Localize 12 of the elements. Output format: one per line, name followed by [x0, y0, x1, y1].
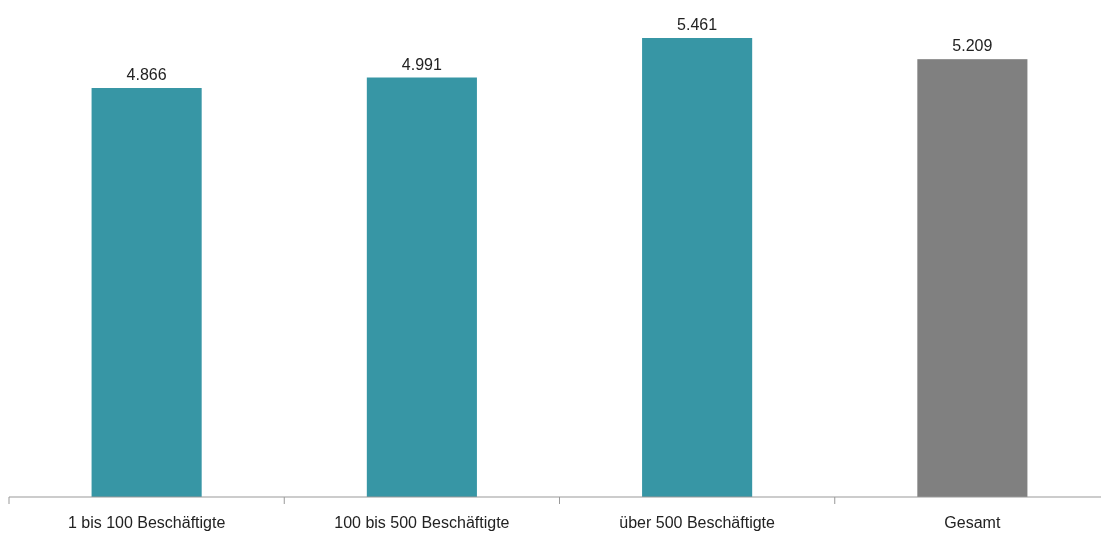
x-tick-label: über 500 Beschäftigte [619, 514, 776, 531]
data-label: 4.991 [401, 55, 442, 73]
bar [642, 38, 753, 497]
data-label: 5.209 [952, 37, 993, 55]
data-label: 4.866 [126, 66, 167, 84]
bar [366, 77, 477, 497]
data-label: 5.461 [677, 16, 718, 33]
bar [917, 59, 1028, 497]
x-tick-label: Gesamt [944, 514, 1001, 531]
bar [91, 88, 202, 497]
x-tick-label: 100 bis 500 Beschäftigte [334, 514, 510, 531]
x-tick-label: 1 bis 100 Beschäftigte [67, 514, 226, 531]
